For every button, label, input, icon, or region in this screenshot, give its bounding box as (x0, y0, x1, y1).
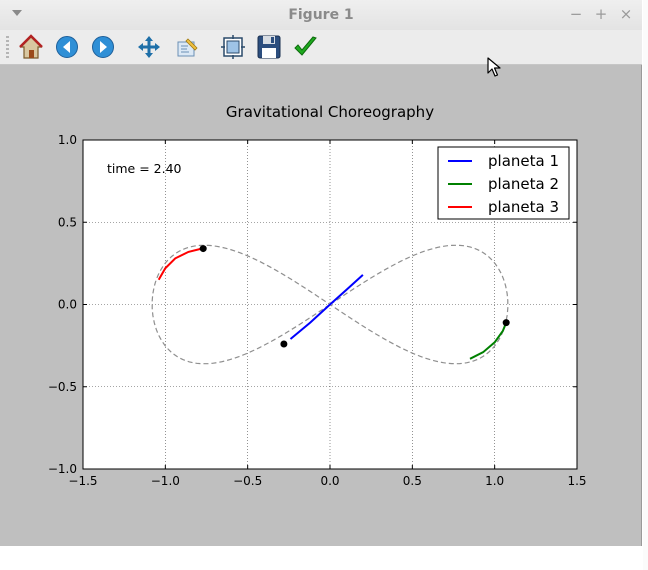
y-tick-label: 1.0 (58, 133, 77, 147)
zoom-rect-icon (177, 38, 198, 57)
series-trail-3 (157, 247, 202, 281)
arrow-right-icon (92, 36, 114, 58)
legend-label-2: planeta 2 (488, 175, 559, 193)
desktop-strip (643, 0, 648, 570)
legend-label-1: planeta 1 (488, 152, 559, 170)
x-tick-label: −1.0 (151, 474, 180, 488)
home-button[interactable] (17, 33, 45, 61)
edit-button[interactable] (291, 33, 319, 61)
save-button[interactable] (255, 33, 283, 61)
zoom-button[interactable] (173, 33, 201, 61)
x-tick-label: −0.5 (233, 474, 262, 488)
title-bar: Figure 1 − + × (0, 0, 642, 31)
y-tick-label: 0.0 (58, 298, 77, 312)
arrow-left-icon (56, 36, 78, 58)
x-tick-label: 1.5 (567, 474, 586, 488)
planet-marker-1 (280, 340, 288, 348)
pan-button[interactable] (135, 33, 163, 61)
chart: −1.5 −1.0 −0.5 0.0 0.5 1.0 1.5−1.0−0.50.00.51.… (48, 103, 587, 488)
time-annotation: time = 2.40 (107, 161, 182, 176)
subplots-icon (221, 35, 245, 59)
toolbar-grip[interactable] (6, 36, 9, 58)
subplots-button[interactable] (219, 33, 247, 61)
navigation-toolbar (0, 30, 642, 65)
checkmark-icon (294, 36, 317, 56)
y-tick-label: −0.5 (48, 380, 77, 394)
window-menu-icon[interactable] (12, 10, 22, 16)
mouse-cursor-icon (487, 57, 501, 77)
y-tick-label: 0.5 (58, 215, 77, 229)
x-tick-label: 0.5 (403, 474, 422, 488)
planet-marker-2 (502, 319, 510, 327)
planet-marker-3 (199, 245, 207, 253)
forward-button[interactable] (89, 33, 117, 61)
y-tick-label: −1.0 (48, 462, 77, 476)
figure-canvas[interactable]: −1.5 −1.0 −0.5 0.0 0.5 1.0 1.5 −1.0 −0.5 0.0 0.5 1.… (0, 65, 642, 546)
legend-label-3: planeta 3 (488, 198, 559, 216)
window-title: Figure 1 (288, 7, 354, 23)
home-icon (19, 34, 43, 59)
chart-title: Gravitational Choreography (226, 103, 434, 121)
close-button[interactable]: × (619, 5, 633, 23)
figure-window: Figure 1 − + × (0, 0, 642, 546)
x-tick-label: −1.5 (68, 474, 97, 488)
series-trail-2 (469, 322, 508, 360)
minimize-button[interactable]: − (569, 5, 583, 23)
back-button[interactable] (53, 33, 81, 61)
move-icon (138, 36, 160, 58)
x-tick-label: 1.0 (485, 474, 504, 488)
x-tick-label: 0.0 (320, 474, 339, 488)
floppy-icon (257, 35, 281, 59)
series-trail-1 (289, 274, 364, 340)
maximize-button[interactable]: + (594, 5, 608, 23)
